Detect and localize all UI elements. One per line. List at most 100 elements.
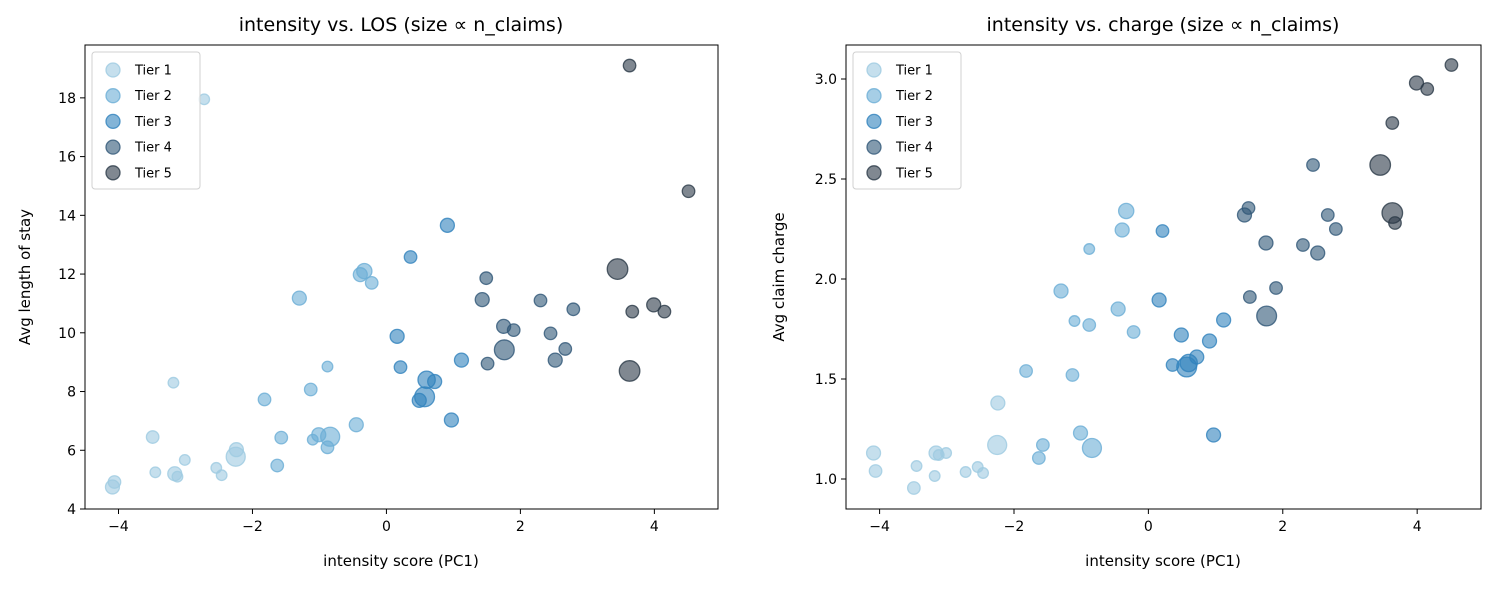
legend-label: Tier 5: [134, 166, 172, 181]
data-point: [1369, 154, 1392, 176]
legend-label: Tier 1: [134, 64, 172, 79]
data-point: [1320, 208, 1335, 222]
data-point: [453, 352, 470, 368]
data-point: [270, 458, 285, 473]
data-point: [1258, 235, 1274, 251]
points: [104, 58, 696, 495]
data-point: [107, 475, 122, 489]
points: [865, 58, 1459, 495]
data-point: [1110, 301, 1126, 317]
data-point: [228, 442, 245, 458]
y-tick-label: 16: [58, 150, 76, 166]
data-point: [149, 466, 162, 479]
data-point: [1201, 333, 1218, 349]
y-tick-label: 10: [58, 326, 76, 342]
data-point: [622, 58, 637, 73]
legend-marker: [105, 113, 121, 130]
data-point: [291, 290, 307, 306]
data-point: [1444, 58, 1459, 72]
x-axis-label: intensity score (PC1): [323, 552, 479, 570]
chart-title: intensity vs. LOS (size ∝ n_claims): [239, 14, 564, 36]
chart-title: intensity vs. charge (size ∝ n_claims): [987, 14, 1340, 36]
data-point: [403, 250, 418, 264]
data-point: [1053, 283, 1069, 299]
data-point: [1151, 292, 1167, 308]
data-point: [506, 323, 521, 338]
data-point: [1296, 238, 1310, 252]
y-tick-label: 6: [67, 443, 76, 459]
data-point: [868, 464, 883, 478]
data-point: [1031, 451, 1046, 465]
data-point: [493, 339, 515, 361]
data-point: [1155, 224, 1170, 238]
data-point: [1068, 315, 1081, 327]
data-point: [558, 342, 573, 356]
data-point: [865, 445, 882, 461]
data-point: [1242, 290, 1257, 304]
data-point: [215, 469, 228, 482]
data-point: [657, 304, 672, 319]
legend-marker: [105, 62, 121, 78]
data-point: [303, 382, 318, 397]
y-tick-label: 2.5: [815, 172, 837, 188]
data-point: [1306, 158, 1320, 172]
legend-marker: [866, 88, 882, 104]
legend-label: Tier 3: [895, 115, 933, 130]
x-tick-label: 2: [1278, 519, 1287, 535]
x-tick-label: 0: [382, 519, 391, 535]
data-point: [977, 467, 990, 479]
data-point: [427, 373, 443, 390]
legend-box: [91, 51, 201, 190]
data-point: [940, 447, 953, 459]
data-point: [1216, 312, 1232, 328]
legend-marker: [866, 62, 882, 78]
legend-marker: [866, 113, 882, 130]
legend-label: Tier 1: [895, 64, 933, 79]
data-point: [167, 376, 180, 389]
data-point: [1082, 318, 1097, 332]
legend-label: Tier 3: [134, 115, 172, 130]
data-point: [681, 184, 696, 199]
y-tick-label: 3.0: [815, 72, 837, 88]
data-point: [618, 360, 641, 382]
y-tick-label: 1.0: [815, 472, 837, 488]
data-point: [474, 291, 490, 308]
data-point: [257, 392, 272, 407]
data-point: [1117, 202, 1135, 220]
data-point: [389, 328, 405, 344]
data-point: [1189, 349, 1205, 365]
data-point: [414, 386, 436, 408]
data-point: [198, 93, 211, 106]
data-point: [1072, 425, 1089, 441]
data-point: [1408, 75, 1425, 91]
x-tick-label: −2: [1004, 519, 1025, 535]
y-tick-label: 12: [58, 267, 76, 283]
x-tick-label: 4: [1413, 519, 1422, 535]
data-point: [646, 297, 662, 313]
data-point: [547, 352, 563, 368]
data-point: [439, 217, 456, 233]
y-tick-label: 1.5: [815, 372, 837, 388]
data-point: [990, 395, 1006, 411]
data-point: [1081, 437, 1103, 459]
data-point: [1388, 216, 1402, 230]
data-point: [321, 360, 334, 373]
data-point: [348, 417, 364, 433]
data-point: [393, 360, 408, 375]
data-point: [171, 470, 184, 483]
data-point: [625, 304, 640, 319]
legend-marker: [866, 139, 882, 155]
data-point: [1310, 245, 1326, 261]
data-point: [959, 466, 972, 478]
legend: Tier 1 Tier 2 Tier 3 Tier 4 Tier 5: [852, 51, 962, 190]
data-point: [1420, 82, 1435, 96]
legend-marker: [105, 88, 121, 104]
legend-label: Tier 5: [895, 166, 933, 181]
x-tick-label: 2: [516, 519, 525, 535]
data-point: [356, 262, 373, 280]
data-point: [274, 430, 289, 445]
legend: Tier 1 Tier 2 Tier 3 Tier 4 Tier 5: [91, 51, 201, 190]
data-point: [906, 481, 921, 495]
